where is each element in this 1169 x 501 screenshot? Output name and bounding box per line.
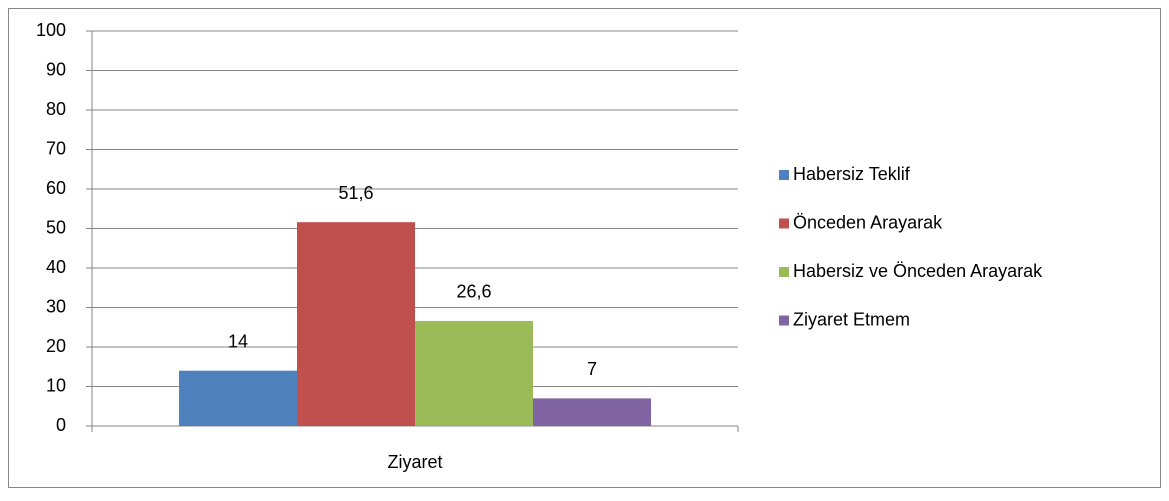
- data-label: 51,6: [338, 183, 373, 203]
- bar: [297, 222, 415, 426]
- x-tick-label: Ziyaret: [387, 452, 442, 472]
- bar: [179, 370, 297, 426]
- y-tick-label: 100: [36, 20, 66, 40]
- y-tick-label: 80: [46, 99, 66, 119]
- bar: [415, 320, 533, 426]
- y-tick-label: 90: [46, 59, 66, 79]
- y-tick-label: 60: [46, 178, 66, 198]
- y-tick-label: 30: [46, 296, 66, 316]
- bar: [533, 398, 651, 426]
- y-tick-label: 70: [46, 138, 66, 158]
- data-label: 14: [228, 331, 248, 351]
- data-label: 26,6: [456, 282, 491, 302]
- legend-label: Ziyaret Etmem: [793, 309, 910, 329]
- y-tick-label: 10: [46, 375, 66, 395]
- legend-label: Habersiz ve Önceden Arayarak: [793, 261, 1043, 281]
- legend-swatch: [779, 218, 789, 229]
- y-tick-label: 40: [46, 257, 66, 277]
- legend-swatch: [779, 170, 789, 180]
- y-tick-label: 20: [46, 336, 66, 356]
- legend-swatch: [779, 267, 789, 277]
- data-label: 7: [587, 359, 597, 379]
- y-tick-label: 0: [56, 415, 66, 435]
- y-tick-label: 50: [46, 217, 66, 237]
- legend-label: Habersiz Teklif: [793, 164, 911, 184]
- legend-swatch: [779, 315, 789, 326]
- legend-label: Önceden Arayarak: [793, 212, 943, 232]
